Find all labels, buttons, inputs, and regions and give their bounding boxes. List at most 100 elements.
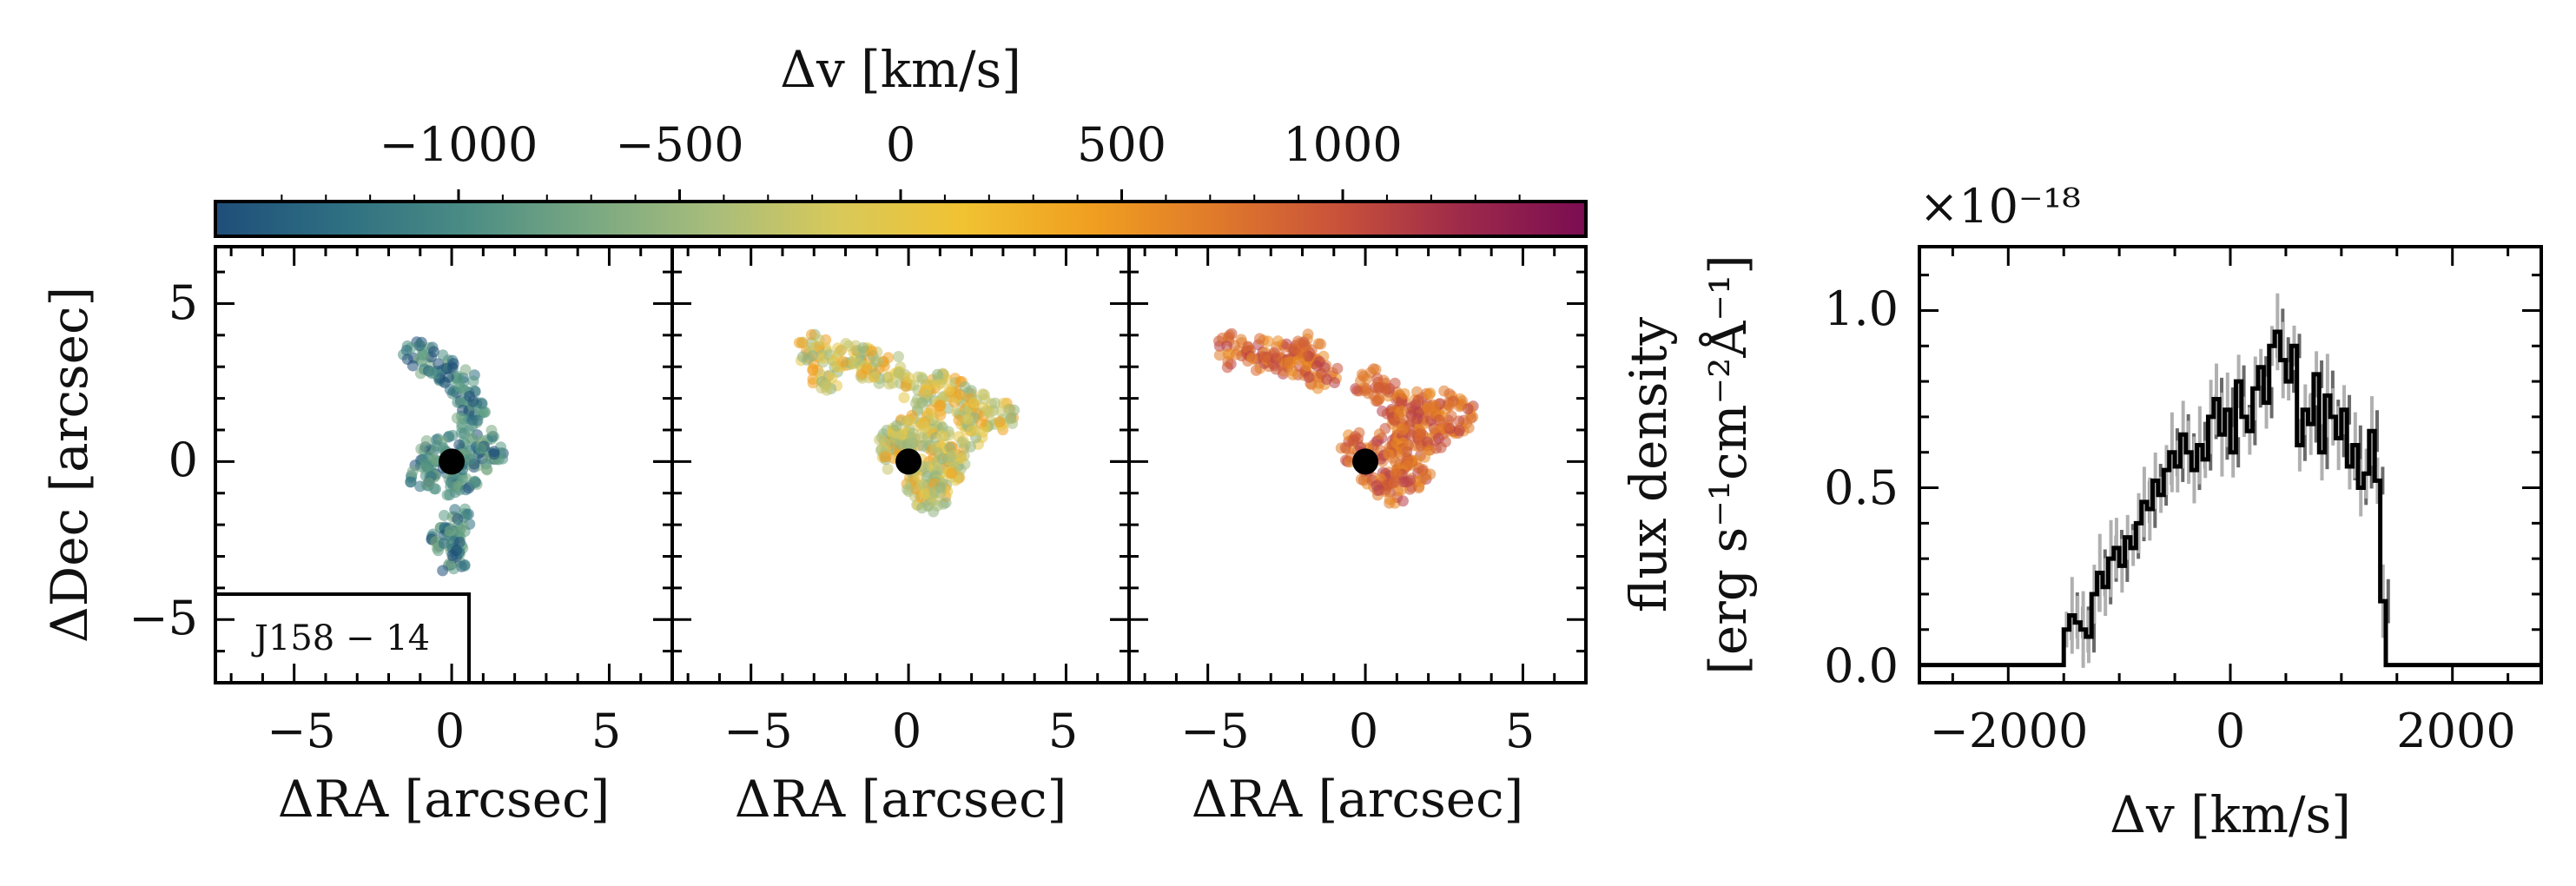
spectrum-frame (1918, 245, 2543, 684)
x-tick-label: 0 (1349, 704, 1378, 758)
scatter-point (977, 426, 989, 438)
scatter-point (417, 348, 429, 360)
scatter-point (807, 350, 819, 362)
scatter-point (1453, 415, 1465, 427)
scatter-point (1213, 349, 1225, 361)
scatter-point (898, 392, 910, 404)
scatter-point (1454, 400, 1466, 413)
scatter-point (1465, 412, 1477, 424)
scatter-point (488, 446, 500, 458)
y-tick-label: 0.5 (1824, 460, 1899, 515)
quasar-position-marker (895, 448, 922, 475)
scatter-point (916, 479, 928, 492)
scatter-point (1422, 402, 1434, 414)
scatter-point (1433, 433, 1445, 445)
scatter-point (470, 476, 482, 488)
colorbar-tick-label: 1000 (1283, 117, 1402, 172)
scatter-point (1222, 348, 1234, 360)
scatter-point (1246, 352, 1258, 364)
scatter-point (968, 397, 981, 409)
scatter-point (420, 434, 433, 446)
scatter-point (1235, 334, 1247, 346)
scatter-point (438, 509, 450, 521)
scatter-point (935, 399, 947, 411)
scatter-point (1329, 377, 1341, 389)
scatter-point (422, 477, 434, 489)
scatter-point (931, 499, 943, 512)
spectrum-panel: ×10⁻¹⁸ −2000 0 2000 Δv [km/s] 0.0 0.5 1.… (1619, 179, 2543, 844)
scatter-point (405, 476, 417, 488)
scatter-point (481, 464, 493, 476)
scatter-point (946, 467, 958, 479)
scatter-point (433, 358, 445, 370)
scatter-points-green (793, 328, 1020, 518)
scatter-point (1002, 403, 1014, 415)
scatter-point (1398, 387, 1410, 400)
scatter-point (935, 481, 947, 493)
scatter-point (1443, 420, 1455, 432)
scatter-point (861, 363, 873, 375)
scatter-point (1453, 425, 1465, 437)
scatter-point (1393, 410, 1405, 422)
colorbar-tick-label: 0 (886, 117, 915, 172)
scatter-point (882, 463, 894, 475)
scatter-point (921, 388, 933, 400)
scatter-point (451, 412, 463, 424)
scatter-point (1413, 430, 1425, 442)
scatter-point (1230, 348, 1242, 360)
panel-frame (1127, 245, 1588, 684)
scatter-point (427, 346, 439, 358)
spectrum-step-line (1919, 329, 2541, 668)
scatter-point (1339, 441, 1351, 453)
scatter-point (400, 344, 413, 356)
x-tick-label: 2000 (2396, 704, 2515, 758)
scatter-point (1303, 371, 1315, 383)
x-tick-label: 0 (435, 704, 465, 758)
offset-text: ×10⁻¹⁸ (1919, 179, 2081, 234)
scatter-point (956, 436, 968, 448)
y-tick-label: 0 (168, 433, 198, 487)
x-tick-label: 5 (1505, 704, 1535, 758)
map-panel-systemic (670, 245, 1131, 684)
quasar-position-marker (1352, 448, 1379, 475)
scatter-point (1373, 381, 1385, 393)
scatter-point (406, 466, 419, 478)
colorbar-tick-labels: −1000 −500 0 500 1000 (380, 117, 1403, 172)
scatter-point (1355, 473, 1367, 486)
scatter-point (438, 537, 450, 549)
scatter-point (1270, 363, 1282, 375)
y-tick-label: 1.0 (1824, 281, 1899, 336)
colorbar-tick-label: 500 (1077, 117, 1166, 172)
scatter-point (943, 384, 955, 396)
scatter-point (1389, 377, 1401, 389)
scatter-point (1373, 428, 1385, 440)
scatter-point (882, 371, 895, 383)
colorbar-bar (214, 200, 1588, 238)
source-label: J158 − 14 (251, 618, 430, 658)
x-axis-label: ΔRA [arcsec] (278, 770, 611, 829)
colorbar-tick-label: −1000 (380, 117, 538, 172)
scatter-point (1443, 400, 1456, 412)
scatter-point (1372, 393, 1384, 405)
colorbar: Δv [km/s] −1000 −500 0 500 1000 (214, 40, 1588, 238)
scatter-point (922, 499, 935, 512)
scatter-point (879, 438, 891, 450)
scatter-point (1007, 418, 1019, 430)
scatter-point (857, 341, 869, 354)
y-axis-label-units: [erg s⁻¹cm⁻²Å⁻¹] (1699, 255, 1758, 675)
scatter-point (1412, 394, 1424, 407)
scatter-point (833, 346, 845, 358)
x-tick-label: 0 (2216, 704, 2245, 758)
scatter-point (1250, 364, 1262, 376)
scatter-point (975, 418, 987, 430)
scatter-point (994, 416, 1006, 428)
scatter-point (1383, 448, 1395, 460)
scatter-point (413, 339, 426, 351)
scatter-point (1268, 347, 1280, 359)
label-box-frame (214, 592, 471, 684)
scatter-point (866, 345, 878, 357)
scatter-point (837, 355, 849, 367)
scatter-point (1410, 386, 1423, 398)
scatter-point (902, 484, 914, 496)
